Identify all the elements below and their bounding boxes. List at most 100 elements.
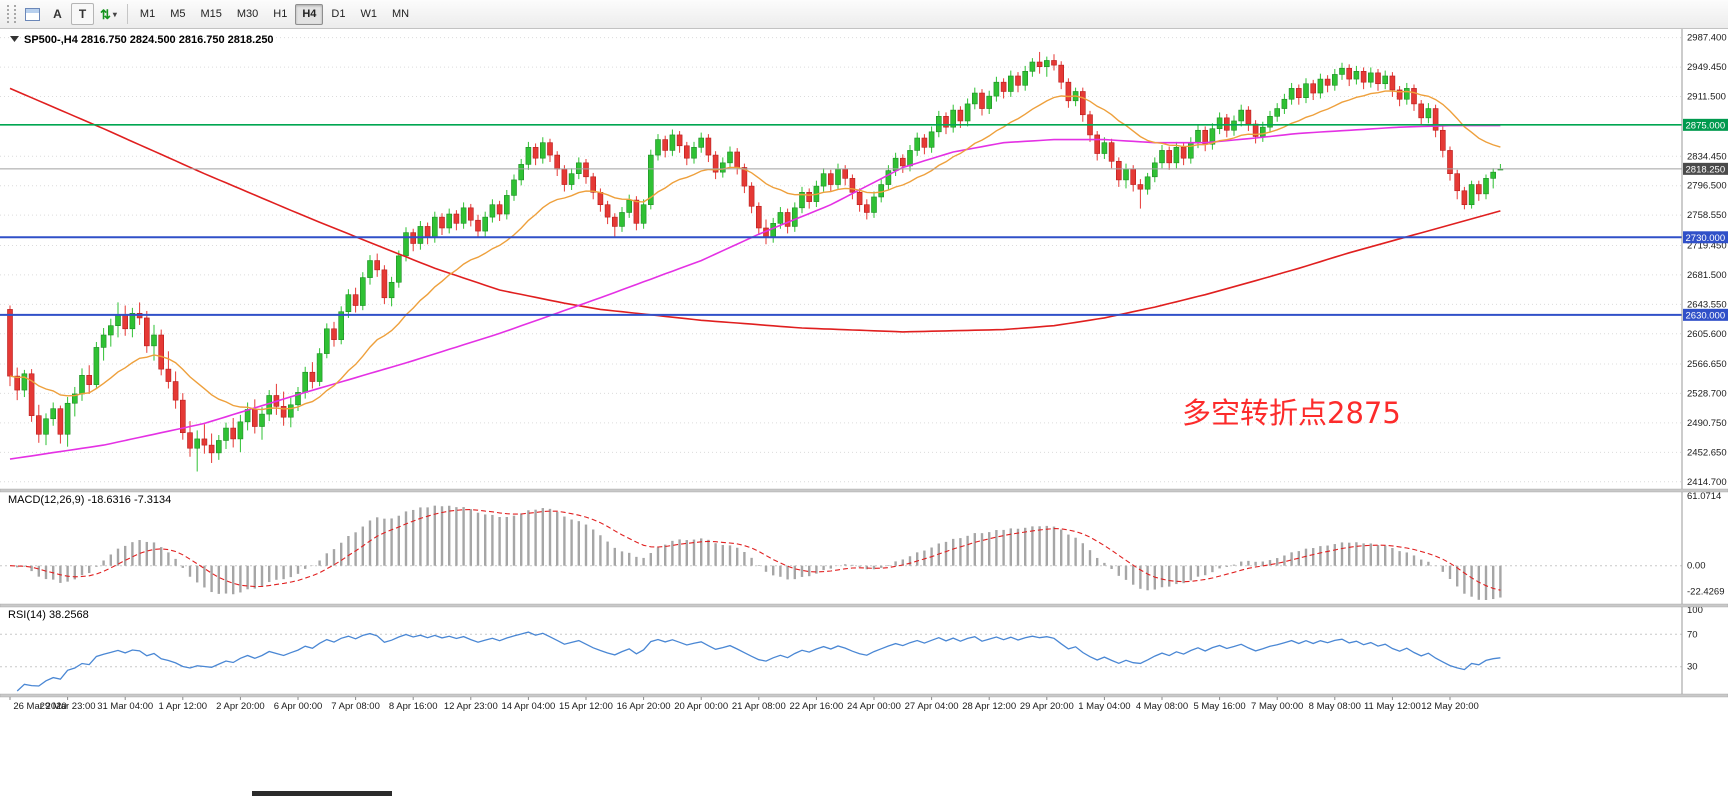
text-tool-button[interactable]: T (71, 3, 94, 25)
candle (72, 386, 78, 417)
timeframe-h1[interactable]: H1 (266, 4, 294, 25)
timeframe-w1[interactable]: W1 (353, 4, 384, 25)
chart-canvas[interactable]: 2987.400 2949.450 2911.500 2834.450 2796.500… (0, 29, 1728, 796)
candle (1015, 72, 1021, 93)
time-tick: 20 Apr 00:00 (674, 701, 728, 712)
candle (1288, 82, 1295, 105)
timeframe-d1[interactable]: D1 (324, 4, 352, 25)
candle (1296, 84, 1302, 105)
candle (503, 189, 510, 220)
candle (1389, 72, 1396, 97)
candle (172, 371, 179, 409)
candle (1058, 61, 1064, 90)
rsi-axis-label: 100 (1687, 605, 1703, 616)
candle (1137, 179, 1144, 209)
candle (943, 112, 949, 135)
time-tick: 12 Apr 23:00 (444, 701, 498, 712)
candle (1418, 100, 1424, 125)
candle (727, 146, 733, 169)
macd-axis-label: 0.00 (1687, 561, 1706, 572)
rsi-axis-label: 30 (1687, 662, 1698, 673)
candle (1044, 56, 1050, 77)
candle (590, 172, 597, 200)
panel-divider[interactable] (0, 693, 1728, 698)
candle (525, 141, 532, 170)
candle (14, 367, 20, 401)
macd-histogram (16, 505, 1502, 600)
candle (1281, 93, 1288, 114)
time-tick: 6 Apr 00:00 (274, 701, 323, 712)
time-tick: 7 Apr 08:00 (331, 701, 380, 712)
candle (1360, 67, 1367, 90)
toolbar-drag-handle[interactable] (7, 5, 16, 23)
price-tag: 2630.000 (1683, 308, 1728, 321)
candle (1022, 65, 1029, 91)
candle (1116, 157, 1122, 187)
candle (734, 148, 741, 175)
ma-magenta-line (9, 124, 1501, 460)
svg-text:2730.000: 2730.000 (1686, 233, 1726, 244)
candle (403, 227, 409, 262)
candle (518, 158, 525, 186)
price-axis: 2987.400 2949.450 2911.500 2834.450 2796.500… (1683, 33, 1728, 673)
time-tick: 28 Apr 12:00 (962, 701, 1016, 712)
candle (410, 228, 417, 252)
panel-divider[interactable] (0, 488, 1728, 493)
time-tick: 16 Apr 20:00 (617, 701, 671, 712)
timeframe-h4[interactable]: H4 (295, 3, 324, 25)
collapse-arrow-icon[interactable] (10, 36, 19, 42)
timeframe-m15[interactable]: M15 (193, 4, 228, 25)
candle (1332, 69, 1338, 91)
candle (35, 404, 42, 443)
candle (719, 157, 726, 178)
level-lines (0, 124, 1682, 316)
candle (1065, 78, 1072, 108)
candle (1108, 138, 1115, 169)
timeframe-m30[interactable]: M30 (230, 4, 265, 25)
candle (532, 143, 539, 166)
candle (583, 158, 589, 184)
price-tick: 2528.700 (1687, 388, 1727, 399)
indicators-button[interactable]: ⇅ ▾ (96, 3, 121, 25)
candle (467, 203, 474, 227)
candle (1454, 169, 1460, 200)
candle (806, 188, 813, 209)
candle (662, 135, 669, 158)
candles-layer (7, 51, 1504, 472)
candle (770, 217, 777, 243)
candle (338, 306, 345, 345)
timeframe-m1[interactable]: M1 (133, 4, 162, 25)
candle (158, 329, 164, 376)
timeframe-mn[interactable]: MN (385, 4, 416, 25)
candle (180, 393, 186, 440)
candle (460, 202, 467, 229)
candle (1094, 131, 1100, 161)
green-arrows-icon: ⇅ (100, 6, 111, 22)
candle (273, 383, 280, 415)
candle (108, 318, 114, 347)
candle (899, 154, 906, 173)
candle (921, 134, 928, 155)
candle (849, 174, 856, 200)
candle (1245, 106, 1252, 132)
time-tick: 14 Apr 04:00 (501, 701, 555, 712)
panel-divider[interactable] (0, 603, 1728, 608)
macd-axis-label: -22.4269 (1687, 586, 1725, 597)
candle (352, 287, 359, 313)
candle (1303, 78, 1309, 104)
chart-window-icon[interactable] (21, 3, 44, 25)
candle (979, 89, 985, 116)
candle (647, 149, 654, 210)
price-tick: 2834.450 (1687, 151, 1727, 162)
candle (1144, 172, 1151, 195)
candle (359, 272, 366, 311)
candle (216, 435, 222, 460)
timeframe-m5[interactable]: M5 (163, 4, 192, 25)
candle (1339, 62, 1345, 80)
candle (1188, 137, 1194, 164)
svg-text:2818.250: 2818.250 (1686, 164, 1726, 175)
candle (683, 141, 690, 166)
cursor-tool-button[interactable]: A (46, 3, 69, 25)
moving-averages (9, 87, 1501, 460)
